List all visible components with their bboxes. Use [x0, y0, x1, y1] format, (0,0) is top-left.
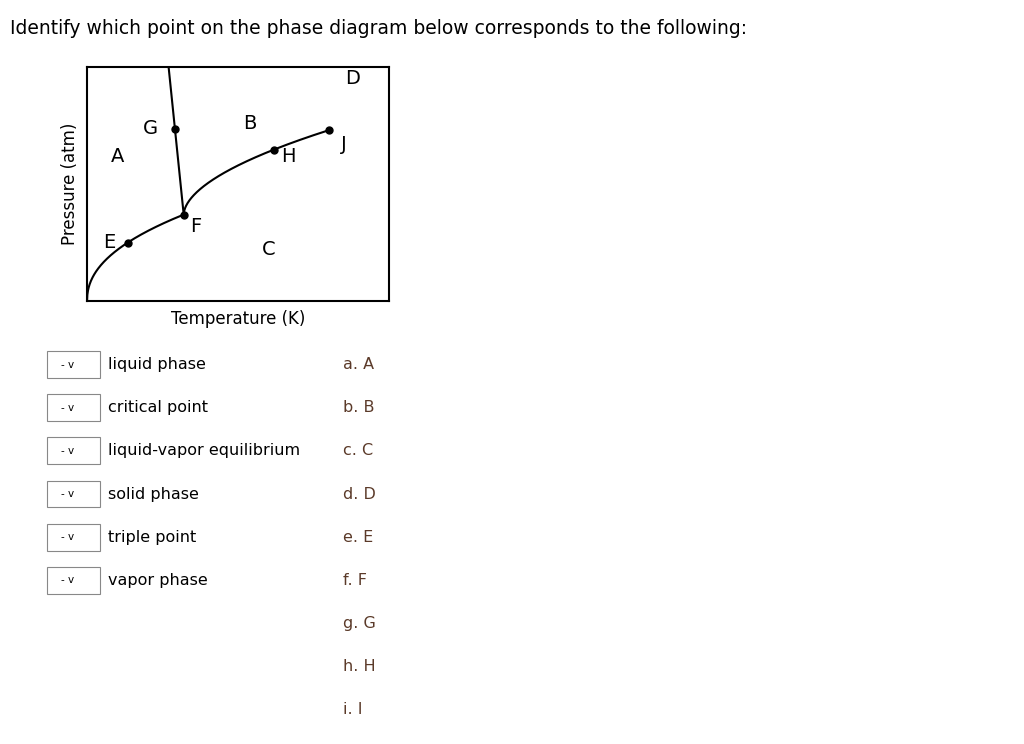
Y-axis label: Pressure (atm): Pressure (atm): [60, 123, 79, 246]
Text: critical point: critical point: [108, 400, 208, 415]
Text: g. G: g. G: [343, 616, 376, 631]
Text: - v: - v: [61, 575, 75, 586]
Text: E: E: [103, 233, 116, 252]
Text: C: C: [261, 240, 275, 259]
Text: e. E: e. E: [343, 530, 374, 545]
Text: d. D: d. D: [343, 487, 376, 501]
Text: A: A: [111, 147, 124, 165]
Text: - v: - v: [61, 446, 75, 456]
X-axis label: Temperature (K): Temperature (K): [171, 310, 305, 327]
Text: a. A: a. A: [343, 357, 374, 372]
Text: B: B: [244, 114, 257, 132]
Text: i. I: i. I: [343, 702, 362, 717]
Text: h. H: h. H: [343, 659, 376, 674]
Text: G: G: [143, 120, 159, 138]
Text: D: D: [345, 69, 360, 89]
Text: - v: - v: [61, 359, 75, 370]
Text: - v: - v: [61, 489, 75, 499]
Text: triple point: triple point: [108, 530, 196, 545]
Text: - v: - v: [61, 403, 75, 413]
Text: H: H: [282, 147, 296, 166]
Text: - v: - v: [61, 532, 75, 542]
Text: J: J: [341, 135, 347, 154]
Text: c. C: c. C: [343, 443, 373, 458]
Text: b. B: b. B: [343, 400, 375, 415]
Text: liquid-vapor equilibrium: liquid-vapor equilibrium: [108, 443, 300, 458]
Text: vapor phase: vapor phase: [108, 573, 207, 588]
Text: F: F: [190, 217, 202, 236]
Text: liquid phase: liquid phase: [108, 357, 206, 372]
Text: f. F: f. F: [343, 573, 367, 588]
Text: solid phase: solid phase: [108, 487, 199, 501]
Text: Identify which point on the phase diagram below corresponds to the following:: Identify which point on the phase diagra…: [10, 19, 748, 38]
